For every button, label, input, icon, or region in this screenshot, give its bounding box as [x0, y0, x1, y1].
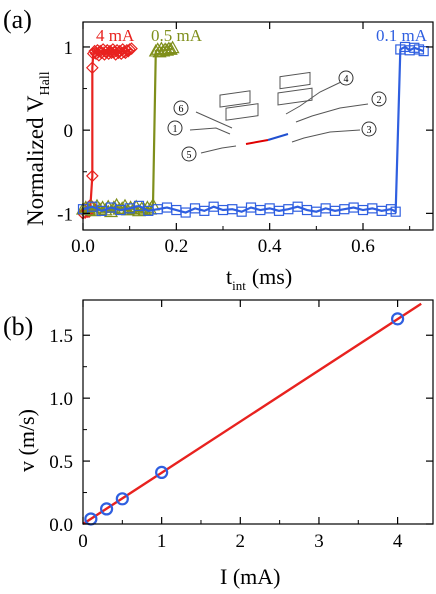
- panel-a-ticks: 0.0 0.2 0.4 0.6 1 0 -1: [57, 22, 433, 257]
- data-point: [391, 312, 405, 326]
- inset-wire-red: [245, 139, 269, 145]
- data-point: [163, 42, 178, 55]
- y-tick-label-b: 1.0: [49, 389, 73, 410]
- x-tick-label-a: 0.2: [164, 236, 188, 257]
- panel-b-label: (b): [3, 312, 33, 341]
- inset-pad: [277, 87, 313, 106]
- inset-callout-label: 6: [179, 104, 184, 115]
- legend-label-0.5mA: 0.5 mA: [151, 26, 203, 45]
- panel-b-xlabel: I (mA): [220, 564, 280, 589]
- panel-a-xlabel-main: t: [226, 264, 232, 289]
- data-point: [99, 502, 114, 516]
- series-4mA: [76, 42, 138, 220]
- legend-label-4mA: 4 mA: [96, 26, 135, 45]
- data-point: [155, 465, 169, 480]
- inset-wire-blue: [267, 133, 289, 141]
- data-point: [123, 43, 137, 56]
- x-tick-label-b: 1: [157, 531, 167, 552]
- data-point: [161, 41, 176, 55]
- series-line: [82, 46, 132, 215]
- device-inset-diagram: 6 2 3 4 5 1: [167, 70, 387, 162]
- linear-fit-line: [82, 302, 422, 526]
- inset-callout-label: 4: [344, 74, 349, 85]
- inset-callout-circle: [167, 120, 183, 136]
- data-point: [106, 43, 120, 56]
- inset-trace: [195, 111, 233, 129]
- inset-trace: [291, 129, 361, 143]
- x-tick-label-b: 3: [314, 531, 324, 552]
- data-point: [85, 61, 99, 75]
- panel-a-ylabel-main: Normalized V: [23, 95, 48, 226]
- y-tick-label-a: 1: [64, 38, 74, 59]
- panel-a-label: (a): [3, 5, 32, 34]
- inset-pad: [219, 90, 251, 108]
- panel-b-data: [82, 302, 422, 526]
- inset-callout-circle: [338, 70, 354, 86]
- panel-b-ylabel: v (m/s): [14, 409, 39, 472]
- panel-a-ylabel: Normalized VHall: [23, 71, 53, 226]
- inset-callout-circle: [173, 100, 189, 116]
- inset-trace: [285, 81, 342, 115]
- x-tick-label-b: 0: [78, 531, 88, 552]
- data-point: [418, 46, 429, 57]
- inset-callout-label: 2: [377, 95, 382, 106]
- panel-b-ticks: 0 1 2 3 4 0.0 0.5 1.0 1.5: [49, 300, 433, 552]
- x-tick-label-a: 0.0: [71, 236, 95, 257]
- panel-a-ylabel-sub: Hall: [38, 71, 53, 95]
- inset-pad: [279, 71, 311, 90]
- x-tick-label-a: 0.4: [258, 236, 282, 257]
- data-point: [148, 43, 163, 57]
- panel-a-data: [75, 40, 429, 220]
- series-line: [82, 46, 174, 214]
- panel-a-xlabel: tint (ms): [226, 264, 292, 293]
- legend-label-0.1mA: 0.1 mA: [376, 26, 428, 45]
- data-point: [115, 492, 129, 506]
- data-point: [114, 47, 128, 60]
- inset-callout-circle: [361, 121, 377, 137]
- inset-callout-label: 1: [173, 124, 178, 135]
- panel-a-frame: [82, 21, 434, 231]
- panel-a-xlabel-unit: (ms): [252, 264, 292, 289]
- panel-b-frame: [82, 299, 434, 525]
- data-point: [165, 40, 180, 54]
- inset-callout-label: 3: [367, 125, 372, 136]
- x-tick-label-a: 0.6: [351, 236, 375, 257]
- inset-trace: [295, 103, 369, 123]
- series-line: [82, 45, 425, 214]
- data-point: [85, 169, 99, 183]
- inset-callout-label: 5: [187, 150, 192, 161]
- data-point: [159, 43, 175, 56]
- inset-callout-circle: [181, 146, 197, 162]
- y-tick-label-b: 0.5: [49, 452, 73, 473]
- inset-trace: [200, 145, 237, 154]
- y-tick-label-b: 1.5: [49, 326, 73, 347]
- x-tick-label-b: 4: [393, 531, 403, 552]
- y-tick-label-b: 0.0: [49, 515, 73, 536]
- series-0.1mA: [77, 41, 429, 218]
- y-tick-label-a: -1: [57, 204, 73, 225]
- panel-a-xlabel-sub: int: [232, 278, 246, 293]
- panel-b: (b) 0 1 2 3 4 0.0 0.5 1.0 1.5 v (m/s) I (mA): [3, 299, 434, 589]
- panel-a: (a) 6 2 3 4 5 1 0.0 0.2 0.4 0.6 1 0 -1 Normalized V…: [3, 5, 434, 293]
- inset-callout-circle: [371, 91, 387, 107]
- x-tick-label-b: 2: [236, 531, 246, 552]
- y-tick-label-a: 0: [64, 121, 74, 142]
- inset-trace: [189, 127, 231, 135]
- inset-pad: [225, 103, 259, 121]
- data-point: [390, 206, 401, 217]
- data-point: [125, 42, 138, 55]
